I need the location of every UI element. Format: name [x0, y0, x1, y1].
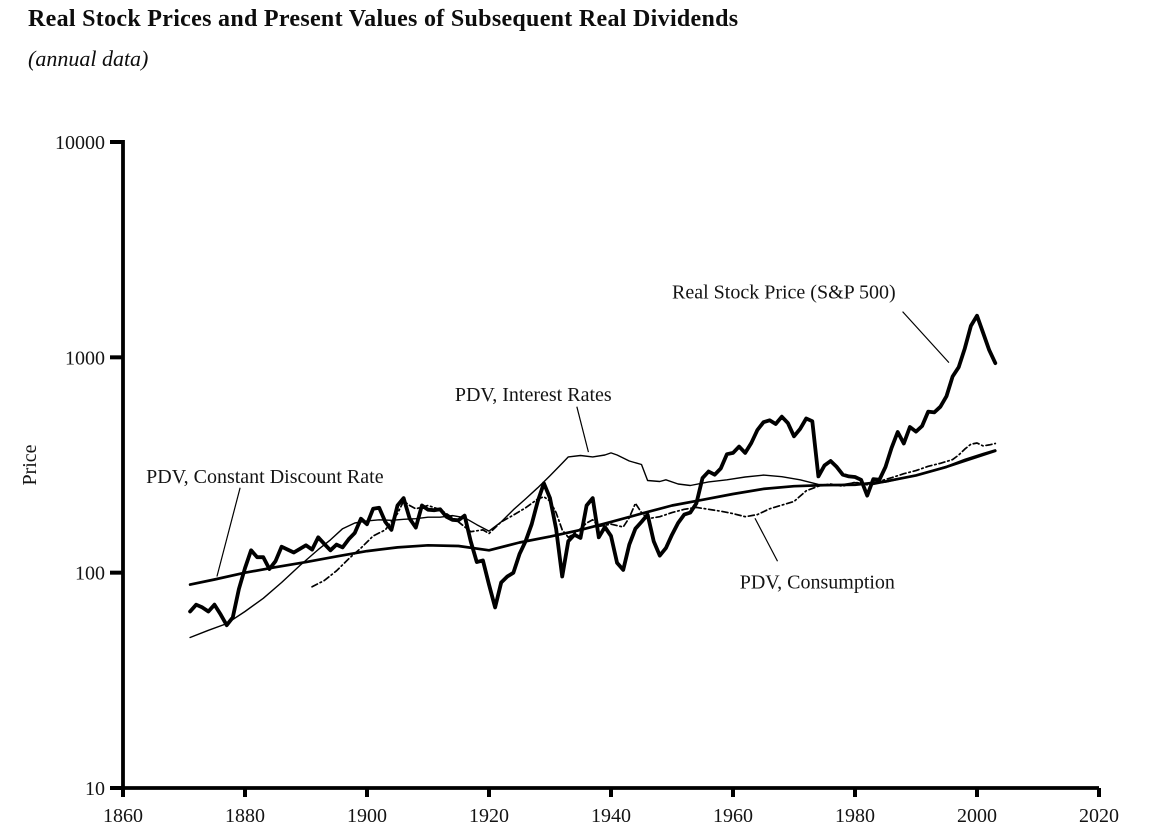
x-tick-label: 2000 — [957, 805, 997, 827]
x-tick-label: 1960 — [713, 805, 753, 827]
annotation-line-pdv-consumption — [754, 517, 779, 562]
x-tick-label: 1940 — [591, 805, 631, 827]
chart-subtitle: (annual data) — [28, 46, 149, 71]
y-axis-title: Price — [19, 444, 41, 485]
y-tick-label: 1000 — [65, 347, 105, 369]
x-tick-label: 1920 — [469, 805, 509, 827]
annotation-label-pdv-interest-rates: PDV, Interest Rates — [455, 384, 612, 406]
y-tick-label: 10 — [85, 778, 105, 800]
y-tick-label: 10000 — [55, 132, 105, 154]
annotation-line-pdv-interest-rates — [576, 406, 590, 453]
series-pdv-consumption — [311, 442, 997, 588]
x-tick-label: 1980 — [835, 805, 875, 827]
annotation-label-pdv-constant-discount-rate: PDV, Constant Discount Rate — [146, 466, 384, 488]
annotation-line-pdv-constant-discount-rate — [216, 487, 241, 577]
chart-title: Real Stock Prices and Present Values of … — [28, 6, 739, 32]
y-tick-label: 100 — [75, 563, 105, 585]
x-tick-label: 1860 — [103, 805, 143, 827]
x-tick-label: 1880 — [225, 805, 265, 827]
annotation-line-real-stock-price — [902, 311, 950, 364]
series-real-stock-price — [188, 313, 998, 628]
annotation-label-real-stock-price: Real Stock Price (S&P 500) — [672, 282, 896, 304]
annotation-label-pdv-consumption: PDV, Consumption — [740, 571, 895, 593]
x-tick-label: 2020 — [1079, 805, 1119, 827]
x-tick-label: 1900 — [347, 805, 387, 827]
